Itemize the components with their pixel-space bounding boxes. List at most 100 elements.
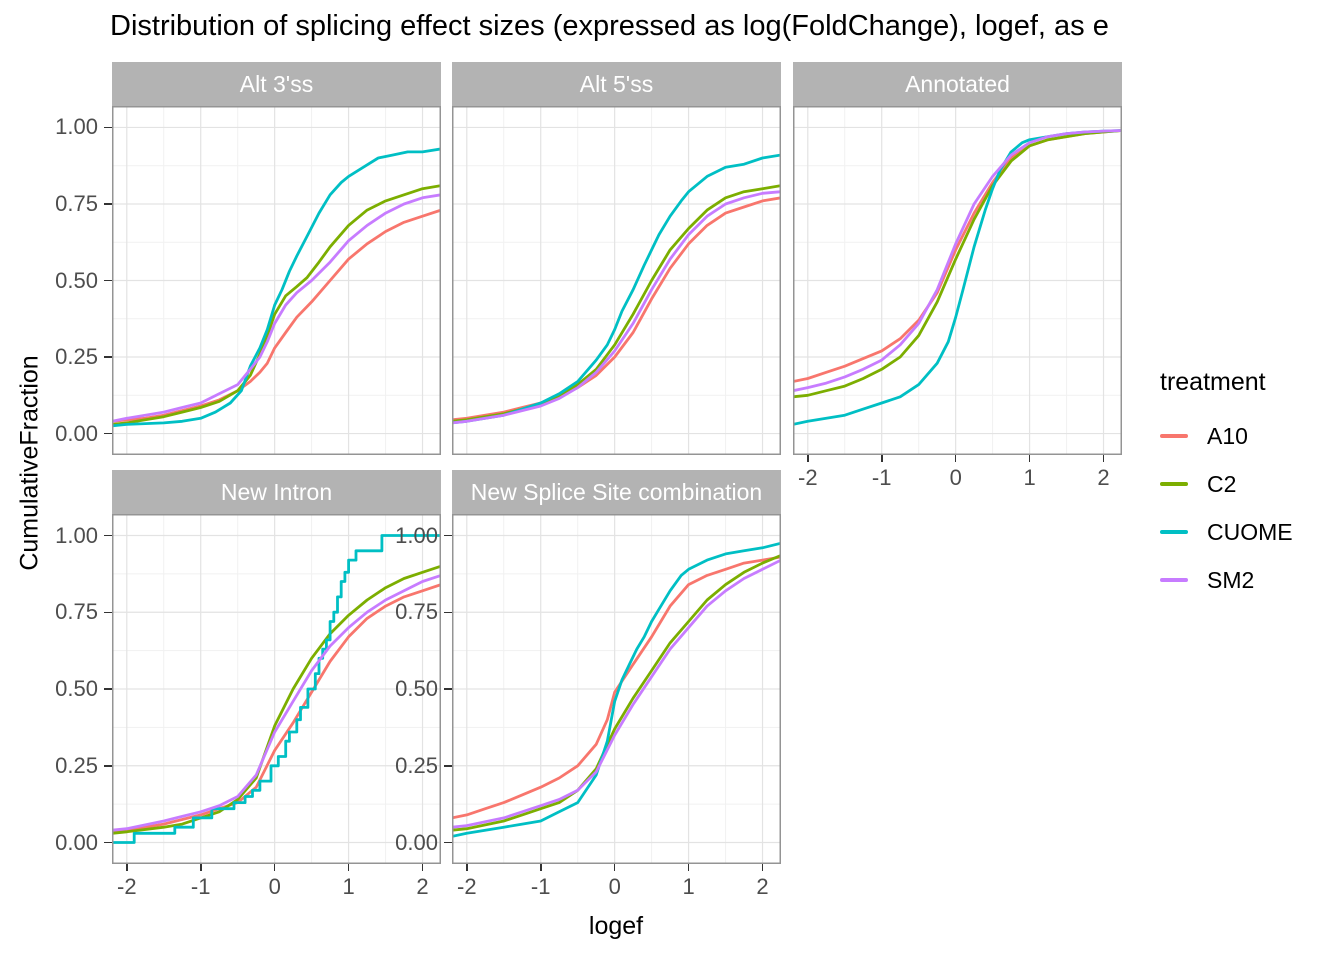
y-tick-mark xyxy=(104,611,112,613)
y-tick-label: 0.75 xyxy=(55,191,98,216)
y-tick-mark xyxy=(104,765,112,767)
y-tick-mark xyxy=(104,126,112,129)
x-tick-mark xyxy=(540,864,542,871)
facet-alt-3ss: Alt 3'ss xyxy=(112,62,441,455)
series-line-c2 xyxy=(452,184,781,423)
x-tick-mark xyxy=(761,864,764,871)
series-line-a10 xyxy=(452,555,781,820)
x-tick-label: -1 xyxy=(871,465,892,490)
legend-item: SM2 xyxy=(1160,567,1293,593)
facet-panel xyxy=(452,514,781,864)
facet-panel xyxy=(112,106,441,455)
y-tick-mark xyxy=(444,534,452,537)
y-tick-mark xyxy=(444,688,452,690)
x-tick-label: 0 xyxy=(949,465,962,490)
facet-annotated: Annotated xyxy=(793,62,1122,455)
facet-strip-label: Alt 5'ss xyxy=(452,62,781,106)
series-line-cuome xyxy=(793,129,1122,426)
facet-new-splice-site-combination: New Splice Site combination xyxy=(452,470,781,864)
legend-key-a10 xyxy=(1160,434,1188,438)
x-tick-label: 1 xyxy=(682,874,695,899)
legend-label: SM2 xyxy=(1207,566,1255,593)
series-line-cuome xyxy=(452,541,781,838)
y-tick-mark xyxy=(444,765,452,767)
x-tick-mark xyxy=(881,455,883,462)
y-tick-label: 1.00 xyxy=(395,522,438,548)
x-tick-label: 1 xyxy=(342,874,355,899)
x-tick-label: -1 xyxy=(190,874,211,899)
x-tick-mark xyxy=(421,864,424,871)
y-tick-label: 0.75 xyxy=(55,599,98,625)
facet-strip-label: Annotated xyxy=(793,62,1122,106)
x-tick-label: -1 xyxy=(530,874,551,899)
series-line-sm2 xyxy=(112,574,441,832)
x-tick-label: 2 xyxy=(1097,465,1110,490)
x-tick-label: 0 xyxy=(608,874,621,899)
series-line-c2 xyxy=(793,129,1122,399)
y-tick-label: 0.25 xyxy=(55,344,98,369)
y-tick-mark xyxy=(104,203,112,205)
facet-strip-label: New Splice Site combination xyxy=(452,470,781,514)
series-line-sm2 xyxy=(452,190,781,425)
legend-label: A10 xyxy=(1207,422,1248,449)
x-tick-mark xyxy=(687,864,690,871)
facet-strip-label: Alt 3'ss xyxy=(112,62,441,106)
series-line-cuome xyxy=(112,147,441,428)
x-tick-mark xyxy=(466,864,468,871)
panel-border xyxy=(793,106,1122,455)
facet-panel xyxy=(793,106,1122,455)
series-line-a10 xyxy=(112,208,441,423)
panel-border xyxy=(452,106,781,455)
facet-new-intron: New Intron xyxy=(112,470,441,864)
y-tick-mark xyxy=(104,279,112,282)
x-axis-title: logef xyxy=(588,912,644,940)
x-tick-label: 1 xyxy=(1023,465,1036,490)
x-tick-label: 2 xyxy=(416,874,429,899)
facet-alt-5ss: Alt 5'ss xyxy=(452,62,781,455)
legend-label: C2 xyxy=(1207,470,1237,497)
legend-key-c2 xyxy=(1160,482,1188,486)
x-tick-mark xyxy=(200,864,202,871)
x-tick-mark xyxy=(273,864,276,871)
series-line-c2 xyxy=(112,564,441,835)
facet-strip-label: New Intron xyxy=(112,470,441,514)
x-tick-label: 2 xyxy=(756,874,769,899)
x-tick-mark xyxy=(1102,455,1105,462)
y-tick-mark xyxy=(104,688,112,690)
series-line-a10 xyxy=(452,196,781,422)
panel-border xyxy=(112,514,441,864)
x-tick-mark xyxy=(347,864,350,871)
facet-panel xyxy=(112,514,441,864)
series-line-c2 xyxy=(452,554,781,832)
y-tick-label: 0.75 xyxy=(395,599,438,625)
x-tick-mark xyxy=(126,864,128,871)
y-tick-mark xyxy=(444,841,452,844)
x-tick-label: -2 xyxy=(798,465,818,490)
legend-title: treatment xyxy=(1160,368,1266,396)
y-tick-mark xyxy=(444,611,452,613)
y-tick-mark xyxy=(104,356,112,358)
legend-item: A10 xyxy=(1160,423,1293,449)
y-tick-label: 1.00 xyxy=(55,114,98,140)
x-tick-mark xyxy=(613,864,616,871)
facet-panel xyxy=(452,106,781,455)
legend-item: CUOME xyxy=(1160,519,1293,545)
series-line-sm2 xyxy=(793,129,1122,393)
panel-border xyxy=(452,514,781,864)
y-tick-label: 0.00 xyxy=(55,829,98,855)
legend-item: C2 xyxy=(1160,471,1293,497)
y-tick-label: 0.25 xyxy=(395,752,438,778)
y-tick-mark xyxy=(104,432,112,435)
y-tick-label: 0.50 xyxy=(55,676,98,701)
x-tick-mark xyxy=(954,455,957,462)
y-tick-label: 0.50 xyxy=(395,676,438,701)
y-tick-label: 0.00 xyxy=(55,420,98,446)
x-tick-label: -2 xyxy=(457,874,477,899)
x-tick-mark xyxy=(1028,455,1031,462)
legend-label: CUOME xyxy=(1207,518,1293,545)
y-tick-label: 0.00 xyxy=(395,829,438,855)
series-line-cuome xyxy=(112,534,441,844)
series-line-a10 xyxy=(112,583,441,834)
legend-key-cuome xyxy=(1160,530,1188,534)
